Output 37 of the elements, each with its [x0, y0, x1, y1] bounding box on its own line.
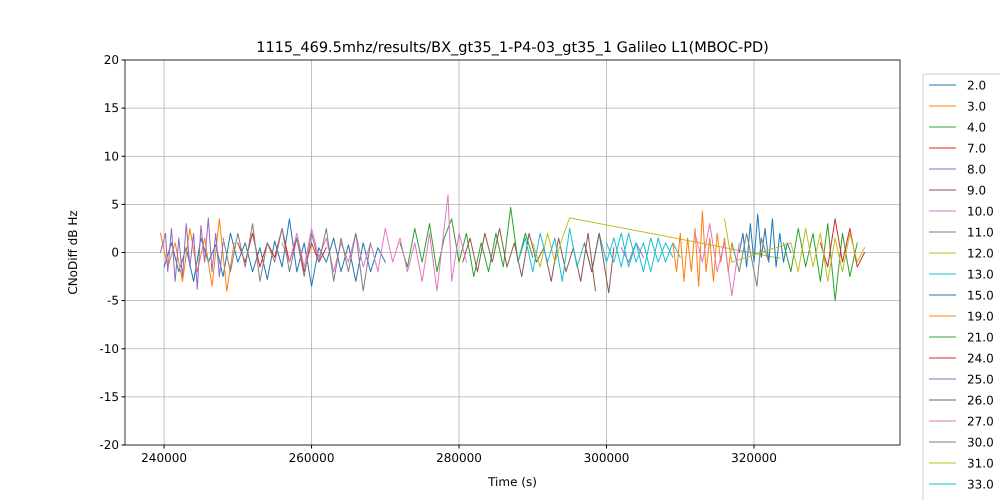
legend-label: 9.0	[967, 184, 986, 198]
y-tick-label: -10	[99, 342, 119, 356]
y-tick-label: -15	[99, 390, 119, 404]
legend-label: 27.0	[967, 414, 994, 428]
x-axis-title: Time (s)	[487, 475, 537, 489]
legend-label: 33.0	[967, 478, 994, 492]
legend-label: 30.0	[967, 436, 994, 450]
x-tick-label: 300000	[584, 451, 630, 465]
x-tick-label: 320000	[731, 451, 777, 465]
y-tick-label: -20	[99, 438, 119, 452]
legend-label: 11.0	[967, 226, 994, 240]
y-tick-label: -5	[107, 294, 119, 308]
legend-label: 26.0	[967, 394, 994, 408]
legend-label: 19.0	[967, 310, 994, 324]
legend-label: 24.0	[967, 352, 994, 366]
y-tick-label: 0	[111, 246, 119, 260]
y-tick-label: 15	[104, 101, 119, 116]
legend-label: 25.0	[967, 372, 994, 386]
legend-label: 7.0	[967, 142, 986, 156]
legend-label: 12.0	[967, 246, 994, 260]
legend-label: 15.0	[967, 288, 994, 302]
legend-label: 2.0	[967, 78, 986, 92]
legend-label: 3.0	[967, 100, 986, 114]
legend-label: 10.0	[967, 204, 994, 218]
legend-label: 21.0	[967, 330, 994, 344]
x-tick-label: 260000	[288, 451, 334, 465]
legend-label: 4.0	[967, 120, 986, 134]
y-axis-title: CNoDiff dB Hz	[66, 210, 80, 295]
y-tick-label: 5	[111, 197, 119, 212]
x-tick-label: 240000	[141, 451, 187, 465]
y-tick-label: 20	[104, 53, 119, 67]
legend-label: 13.0	[967, 268, 994, 282]
y-tick-label: 10	[104, 149, 119, 164]
legend-label: 8.0	[967, 162, 986, 176]
chart-title: 1115_469.5mhz/results/BX_gt35_1-P4-03_gt35_1 Galileo L1(MBOC-PD)	[256, 40, 769, 56]
x-tick-label: 280000	[436, 451, 482, 465]
legend-label: 31.0	[967, 456, 994, 470]
